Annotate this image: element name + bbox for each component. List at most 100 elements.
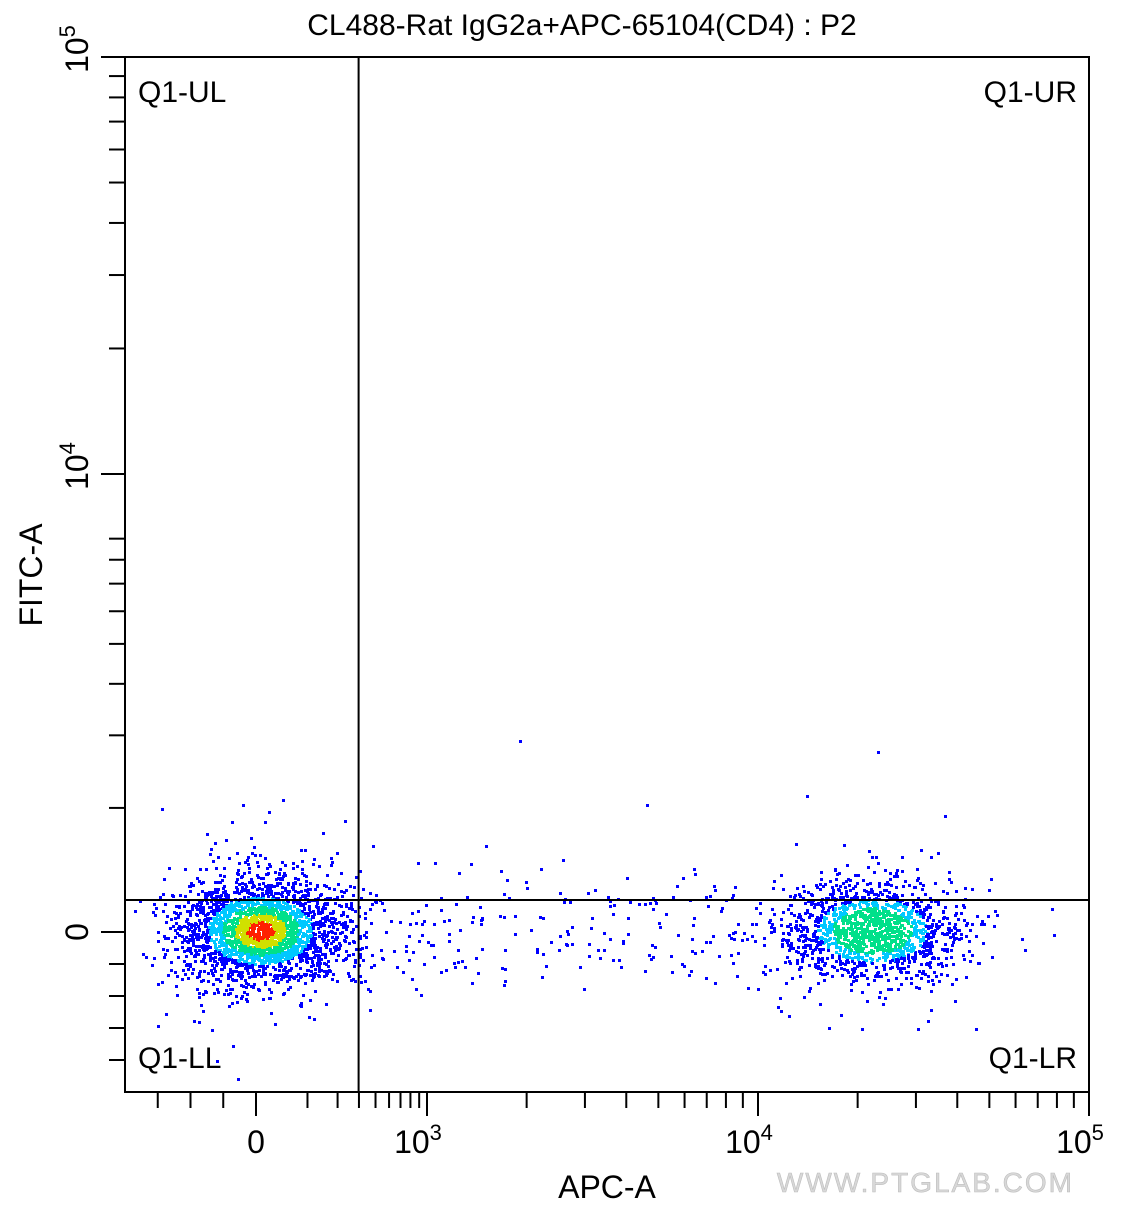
event-point xyxy=(251,964,254,967)
event-point xyxy=(256,874,259,877)
event-point xyxy=(303,948,306,951)
event-point xyxy=(902,939,905,942)
event-point xyxy=(219,874,222,877)
event-point xyxy=(629,901,632,904)
event-point xyxy=(865,890,868,893)
event-point xyxy=(869,957,872,960)
event-point xyxy=(910,977,913,980)
event-point xyxy=(747,987,750,990)
event-point xyxy=(917,897,920,900)
event-point xyxy=(890,918,893,921)
event-point xyxy=(258,959,261,962)
event-point xyxy=(541,976,544,979)
event-point xyxy=(826,957,829,960)
event-point xyxy=(249,946,252,949)
event-point xyxy=(878,957,881,960)
event-point xyxy=(188,923,191,926)
event-point xyxy=(254,975,257,978)
event-point xyxy=(268,888,271,891)
event-point xyxy=(850,989,853,992)
event-point xyxy=(915,910,918,913)
event-point xyxy=(265,952,268,955)
event-point xyxy=(255,970,258,973)
event-point xyxy=(321,917,324,920)
event-point xyxy=(191,972,194,975)
event-point xyxy=(223,948,226,951)
event-point xyxy=(275,934,278,937)
event-point xyxy=(285,919,288,922)
event-point xyxy=(244,883,247,886)
event-point xyxy=(728,934,731,937)
event-point xyxy=(250,948,253,951)
event-point xyxy=(876,912,879,915)
event-point xyxy=(803,952,806,955)
event-point xyxy=(785,982,788,985)
event-point xyxy=(194,949,197,952)
event-point xyxy=(405,950,408,953)
y-tick-label: 105 xyxy=(55,25,95,73)
event-point xyxy=(845,935,848,938)
event-point xyxy=(329,948,332,951)
event-point xyxy=(950,956,953,959)
event-point xyxy=(835,933,838,936)
event-point xyxy=(924,943,927,946)
event-point xyxy=(255,934,258,937)
event-point xyxy=(799,895,802,898)
event-point xyxy=(284,864,287,867)
event-point xyxy=(215,933,218,936)
event-point xyxy=(937,852,940,855)
event-point xyxy=(889,961,892,964)
event-point xyxy=(836,969,839,972)
event-point xyxy=(282,932,285,935)
event-point xyxy=(935,975,938,978)
event-point xyxy=(370,966,373,969)
event-point xyxy=(261,914,264,917)
event-point xyxy=(870,949,873,952)
event-point xyxy=(298,956,301,959)
event-point xyxy=(338,904,341,907)
event-point xyxy=(316,962,319,965)
event-point xyxy=(659,926,662,929)
event-point xyxy=(396,966,399,969)
event-point xyxy=(884,929,887,932)
event-point xyxy=(821,937,824,940)
event-point xyxy=(872,901,875,904)
event-point xyxy=(809,987,812,990)
event-point xyxy=(812,939,815,942)
event-point xyxy=(289,912,292,915)
event-point xyxy=(787,939,790,942)
event-point xyxy=(445,969,448,972)
event-point xyxy=(255,955,258,958)
event-point xyxy=(272,954,275,957)
event-point xyxy=(833,966,836,969)
event-point xyxy=(235,970,238,973)
event-point xyxy=(197,945,200,948)
event-point xyxy=(234,926,237,929)
event-point xyxy=(223,963,226,966)
event-point xyxy=(868,932,871,935)
event-point xyxy=(238,971,241,974)
event-point xyxy=(282,901,285,904)
event-point xyxy=(807,900,810,903)
event-point xyxy=(251,892,254,895)
event-point xyxy=(907,911,910,914)
event-point xyxy=(930,900,933,903)
event-point xyxy=(212,974,215,977)
event-point xyxy=(162,948,165,951)
event-point xyxy=(817,982,820,985)
event-point xyxy=(290,927,293,930)
event-point xyxy=(870,888,873,891)
event-point xyxy=(306,948,309,951)
event-point xyxy=(811,914,814,917)
event-point xyxy=(319,962,322,965)
event-point xyxy=(654,946,657,949)
event-point xyxy=(849,889,852,892)
event-point xyxy=(295,900,298,903)
event-point xyxy=(266,887,269,890)
event-point xyxy=(945,957,948,960)
event-point xyxy=(163,956,166,959)
event-point xyxy=(298,924,301,927)
event-point xyxy=(186,910,189,913)
event-point xyxy=(867,916,870,919)
event-point xyxy=(242,907,245,910)
